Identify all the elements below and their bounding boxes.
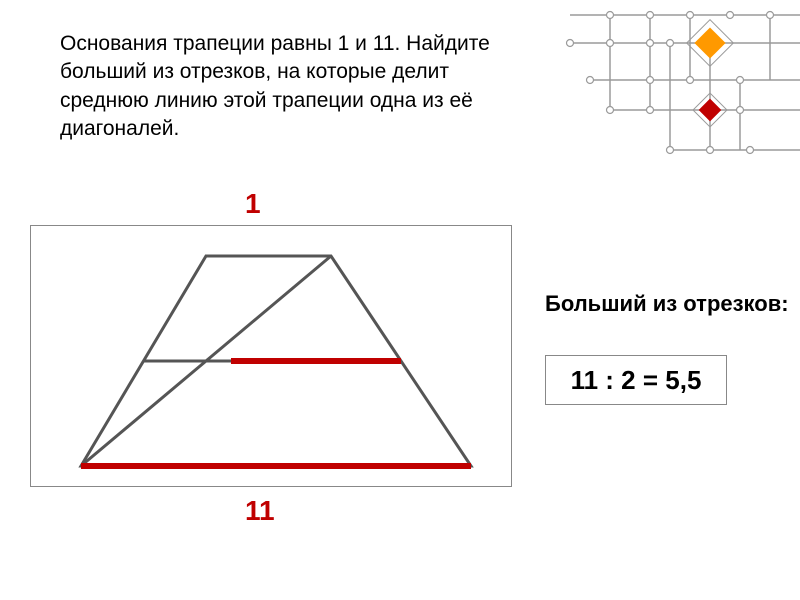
answer-value: 11 : 2 = 5,5	[545, 355, 727, 405]
problem-text: Основания трапеции равны 1 и 11. Найдите…	[60, 30, 520, 143]
decorative-circuit	[540, 0, 800, 200]
figure-box	[30, 225, 512, 487]
bottom-base-label: 11	[245, 495, 275, 527]
answer-label: Больший из отрезков:	[545, 290, 789, 319]
trapezoid-diagram	[31, 226, 511, 486]
top-base-label: 1	[245, 188, 261, 220]
